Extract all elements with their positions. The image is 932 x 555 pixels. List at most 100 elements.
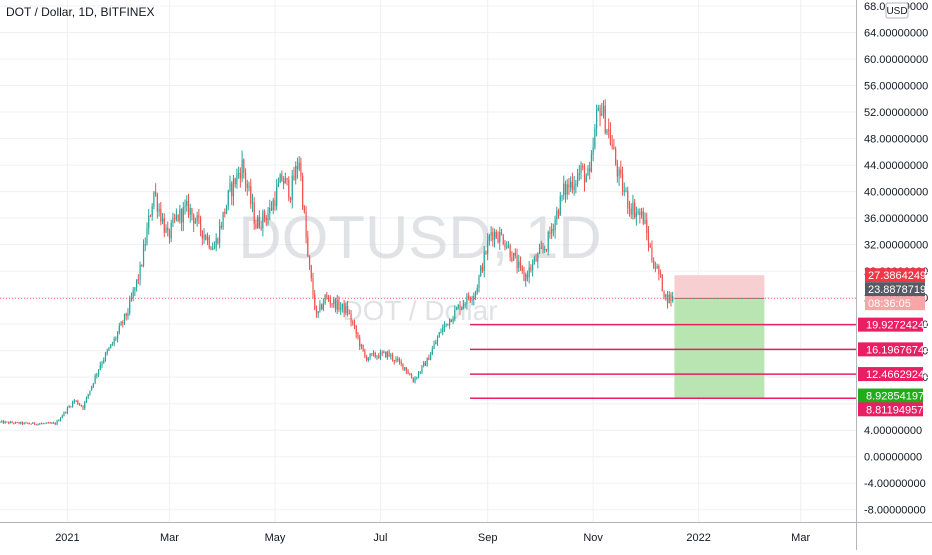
candle-body (483, 251, 485, 271)
candle-body (224, 211, 226, 214)
y-tick-label: 64.00000000 (864, 28, 928, 40)
candle-body (21, 422, 24, 424)
price-tag-label: 8.92854197 (866, 391, 924, 403)
candle-body (120, 322, 122, 326)
candle-body (206, 237, 209, 240)
candle-body (385, 351, 387, 358)
candle-body (179, 209, 181, 221)
candle-body (499, 231, 501, 243)
candle-body (360, 344, 363, 347)
candle-body (454, 309, 456, 319)
candle-body (630, 208, 632, 215)
candle-body (398, 359, 401, 362)
candle-body (582, 165, 584, 168)
x-tick-label: Mar (791, 532, 810, 544)
candle-body (186, 200, 188, 206)
candle-body (599, 107, 601, 116)
candle-body (575, 183, 577, 186)
candle-body (243, 159, 245, 173)
candle-body (443, 324, 446, 328)
candle-body (20, 422, 22, 424)
candle-body (184, 205, 186, 208)
candle-body (39, 423, 41, 425)
candle-body (167, 227, 169, 231)
candle-body (362, 344, 364, 351)
candle-body (542, 247, 544, 250)
price-tag-label: 19.92724244 (866, 320, 930, 332)
candle-body (289, 198, 292, 200)
candle-body (386, 351, 388, 358)
candle-body (476, 288, 478, 293)
price-tag-label: 12.46629243 (866, 369, 930, 381)
candle-body (210, 247, 212, 250)
candle-body (426, 357, 428, 366)
candle-body (462, 304, 465, 307)
stop-loss-zone[interactable] (674, 275, 765, 299)
candle-body (334, 299, 337, 310)
candle-body (212, 248, 214, 250)
candle-body (286, 177, 288, 180)
candle-body (388, 351, 390, 357)
candle-body (615, 148, 617, 164)
candle-body (276, 186, 278, 207)
candle-body (450, 319, 452, 322)
candle-body (492, 232, 494, 241)
candle-body (284, 177, 286, 184)
candle-body (262, 211, 264, 229)
candle-body (340, 307, 342, 310)
candle-body (369, 353, 371, 358)
candle-body (556, 210, 558, 220)
candle-body (535, 258, 537, 262)
long-position-tool[interactable] (674, 275, 765, 398)
candle-body (639, 211, 641, 216)
y-tick-label: 4.00000000 (864, 425, 922, 437)
y-tick-label: 44.00000000 (864, 160, 928, 172)
candle-body (108, 348, 110, 351)
candle-body (473, 295, 475, 300)
candle-body (580, 165, 582, 174)
candle-body (2, 421, 5, 424)
y-tick-label: -4.00000000 (864, 478, 926, 490)
candle-body (540, 247, 542, 249)
take-profit-zone[interactable] (674, 298, 765, 398)
candle-body (329, 300, 331, 304)
candle-body (174, 218, 176, 220)
candle-body (33, 422, 36, 425)
price-tag-label: 27.38642493 (868, 270, 932, 282)
candle-body (549, 231, 551, 234)
candle-body (187, 200, 190, 215)
candle-body (468, 295, 470, 299)
candle-body (149, 215, 152, 217)
candle-body (474, 292, 477, 296)
candle-body (442, 327, 444, 333)
candle-body (357, 333, 359, 338)
candle-body (481, 266, 484, 271)
candle-body (28, 423, 31, 425)
candle-body (136, 279, 138, 288)
candle-body (452, 318, 454, 322)
candle-body (282, 180, 285, 184)
candle-body (519, 261, 522, 266)
candle-body (644, 219, 646, 224)
price-tag (858, 402, 923, 417)
candle-body (359, 337, 361, 347)
candle-body (343, 303, 345, 314)
candle-body (596, 110, 598, 129)
candle-body (51, 422, 53, 424)
candle-body (315, 308, 318, 314)
candle-body (4, 421, 6, 424)
y-tick-label: 60.00000000 (864, 54, 928, 66)
candle-body (355, 325, 357, 334)
candle-body (151, 206, 153, 217)
currency-badge[interactable]: USD (885, 2, 909, 19)
y-tick-label: 32.00000000 (864, 240, 928, 252)
candle-body (115, 338, 117, 340)
candle-body (397, 359, 399, 361)
candle-body (331, 303, 333, 305)
candle-body (66, 407, 69, 413)
candle-body (651, 247, 653, 262)
candle-body (545, 249, 548, 251)
horizontal-lines[interactable] (470, 323, 856, 400)
